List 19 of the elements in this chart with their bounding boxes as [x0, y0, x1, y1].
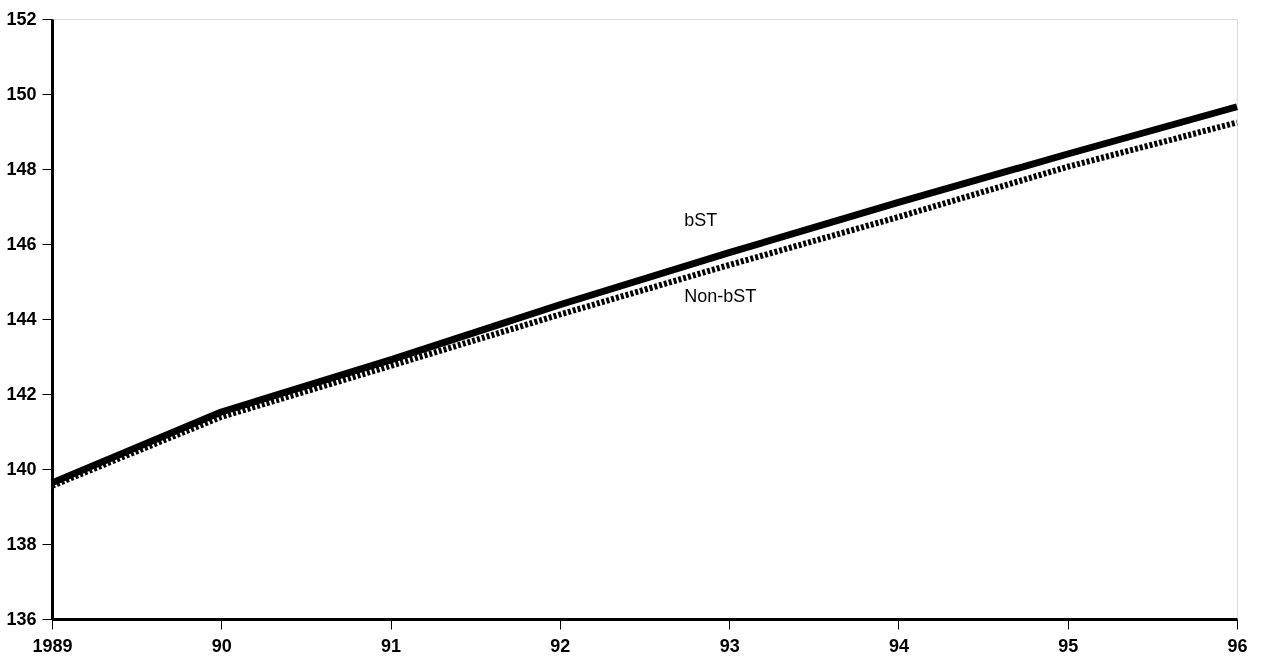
series-label: Non-bST [684, 286, 757, 306]
x-tick-label: 96 [1227, 635, 1248, 656]
series-label: bST [684, 209, 718, 230]
y-tick-label: 136 [6, 608, 37, 629]
y-tick-label: 140 [6, 458, 37, 479]
y-tick-label: 142 [6, 383, 37, 404]
y-tick-label: 152 [6, 8, 37, 29]
y-tick-label: 150 [6, 83, 37, 104]
y-tick-label: 148 [6, 158, 37, 179]
x-tick-label: 93 [719, 635, 740, 656]
x-tick-label: 95 [1058, 635, 1079, 656]
y-tick-label: 146 [6, 233, 37, 254]
y-tick-label: 144 [6, 308, 37, 329]
x-tick-label: 90 [211, 635, 232, 656]
x-tick-label: 91 [381, 635, 402, 656]
x-tick-label: 94 [888, 635, 909, 656]
x-tick-label: 1989 [32, 635, 73, 656]
y-tick-label: 138 [6, 533, 37, 554]
x-tick-label: 92 [550, 635, 571, 656]
